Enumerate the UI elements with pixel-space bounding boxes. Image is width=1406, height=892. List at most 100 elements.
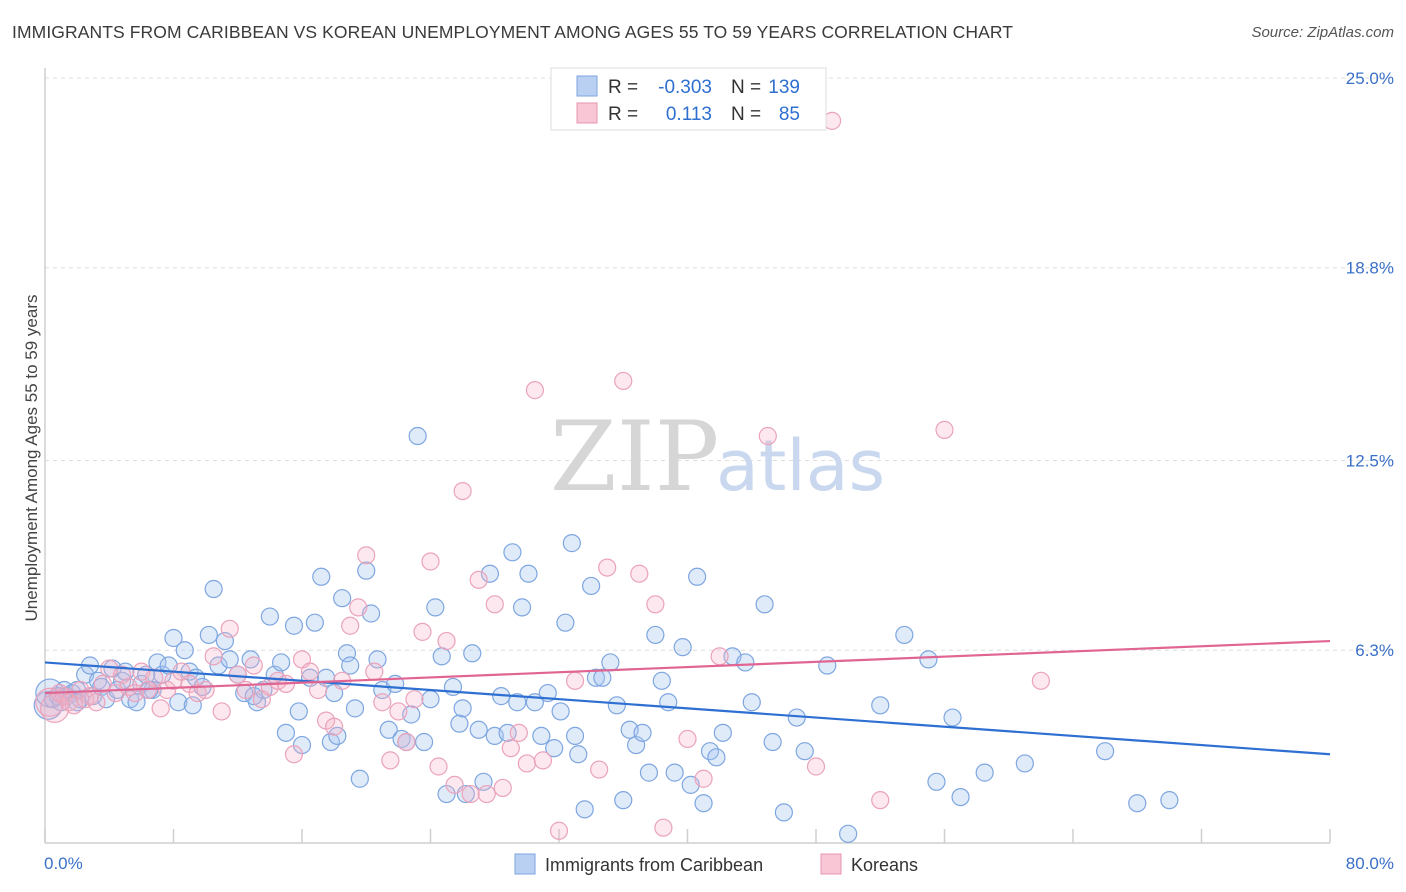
korean-trend-line <box>44 639 1331 695</box>
x-tick-label-min: 0.0% <box>44 854 83 873</box>
korean-point <box>308 680 328 700</box>
korean-point <box>871 791 890 810</box>
caribbean-point <box>392 729 411 749</box>
korean-point <box>630 564 649 583</box>
caribbean-point <box>582 576 601 596</box>
caribbean-point <box>1096 742 1115 761</box>
series-legend: Immigrants from Caribbean Koreans <box>514 853 918 875</box>
y-tick-label: 6.3% <box>1355 641 1394 660</box>
caribbean-point <box>755 595 774 614</box>
korean-point <box>71 680 90 700</box>
korean-point <box>758 426 777 446</box>
caribbean-point <box>350 769 369 788</box>
legend-r-value-1: -0.303 <box>658 77 712 98</box>
caribbean-point <box>565 726 585 746</box>
korean-point <box>405 690 424 709</box>
korean-point <box>710 647 729 666</box>
caribbean-point <box>276 723 296 742</box>
caribbean-point <box>272 653 291 672</box>
caribbean-point <box>569 745 588 764</box>
korean-point <box>325 717 344 736</box>
trend-lines <box>44 639 1331 756</box>
caribbean-point <box>305 613 324 632</box>
caribbean-trend-line <box>44 661 1331 756</box>
korean-point <box>421 552 440 571</box>
legend-r-value-2: 0.113 <box>666 104 712 125</box>
caribbean-point <box>818 656 837 675</box>
korean-point <box>196 680 215 700</box>
y-tick-label: 25.0% <box>1346 69 1394 88</box>
correlation-legend: R = -0.303 N = 139 R = 0.113 N = 85 <box>550 67 827 131</box>
korean-point <box>365 662 384 681</box>
korean-point <box>87 693 106 712</box>
caribbean-point <box>673 638 692 657</box>
korean-point <box>517 754 536 773</box>
korean-point <box>349 598 368 617</box>
korean-point <box>694 769 713 788</box>
korean-point <box>533 751 553 770</box>
legend-swatch-blue <box>576 75 598 97</box>
korean-point <box>151 699 170 718</box>
caribbean-point <box>199 625 218 645</box>
caribbean-point <box>503 543 522 562</box>
korean-point <box>654 818 673 837</box>
caribbean-point <box>432 647 451 666</box>
caribbean-point <box>480 564 500 583</box>
caribbean-point <box>593 668 612 687</box>
chart-title: IMMIGRANTS FROM CARIBBEAN VS KOREAN UNEM… <box>12 22 1014 42</box>
legend-n-value-2: 85 <box>779 104 800 125</box>
axes <box>44 68 1331 844</box>
korean-point <box>244 656 263 675</box>
caribbean-point <box>707 748 726 767</box>
caribbean-point <box>1128 794 1147 813</box>
korean-point <box>284 745 304 764</box>
series-swatch-caribbean <box>514 853 536 875</box>
caribbean-point <box>586 668 606 687</box>
korean-point <box>437 631 456 651</box>
caribbean-point <box>774 803 793 822</box>
caribbean-point <box>919 650 938 669</box>
caribbean-point <box>639 763 659 782</box>
korean-point <box>461 784 480 804</box>
caribbean-point <box>532 726 551 746</box>
caribbean-point <box>763 732 782 752</box>
korean-point <box>590 760 609 779</box>
caribbean-point <box>341 656 360 675</box>
caribbean-point <box>688 567 707 586</box>
korean-point <box>341 616 360 635</box>
korean-point <box>373 693 392 712</box>
source-credit: Source: ZipAtlas.com <box>1251 24 1394 41</box>
caribbean-point <box>519 564 538 583</box>
series-label-caribbean: Immigrants from Caribbean <box>545 855 763 875</box>
caribbean-point <box>175 641 194 660</box>
korean-point <box>389 702 408 721</box>
legend-swatch-pink <box>576 102 598 124</box>
caribbean-point <box>289 702 308 721</box>
korean-point <box>935 420 954 439</box>
caribbean-point <box>426 598 445 617</box>
korean-point <box>397 732 416 752</box>
series-label-koreans: Koreans <box>851 855 918 875</box>
y-axis-label: Unemployment Among Ages 55 to 59 years <box>22 295 41 622</box>
y-tick-labels: 6.3% 12.5% 18.8% 25.0% <box>1346 69 1394 660</box>
caribbean-point <box>414 732 434 752</box>
korean-point <box>509 723 528 742</box>
caribbean-point <box>345 699 365 718</box>
korean-point <box>35 687 65 717</box>
caribbean-point <box>951 787 970 807</box>
caribbean-point <box>551 702 570 721</box>
caribbean-point <box>379 720 398 739</box>
caribbean-point <box>333 589 352 608</box>
caribbean-point <box>614 791 633 810</box>
caribbean-point <box>575 800 594 819</box>
watermark-atlas: atlas <box>716 425 885 507</box>
caribbean-point <box>421 690 440 709</box>
caribbean-point <box>220 650 239 669</box>
grid-lines <box>45 77 1394 651</box>
legend-n-label-1: N = <box>731 77 761 98</box>
korean-point <box>1031 671 1050 690</box>
caribbean-point <box>508 693 527 712</box>
caribbean-point <box>975 763 994 782</box>
korean-point <box>300 662 320 681</box>
caribbean-point <box>562 534 581 553</box>
